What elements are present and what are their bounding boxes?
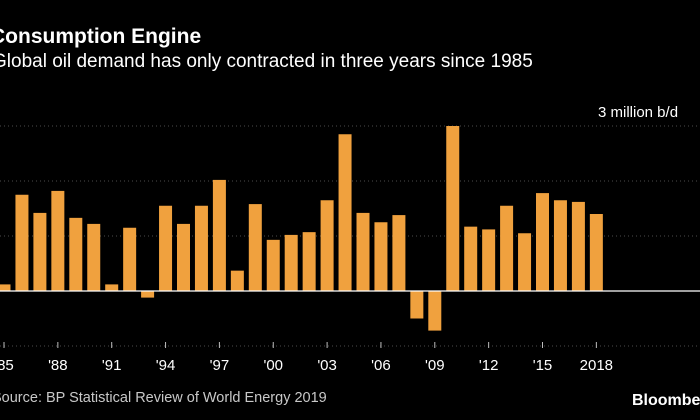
x-tick-label-1997: '97	[210, 357, 230, 374]
bars	[0, 126, 603, 331]
x-tick-label-2000: '00	[263, 357, 283, 374]
chart-subtitle: Global oil demand has only contracted in…	[0, 51, 533, 72]
x-tick-label-2018: 2018	[580, 357, 613, 374]
bar-1999	[248, 204, 262, 291]
bar-1991	[105, 284, 119, 291]
bar-1998	[230, 270, 244, 291]
bar-1993	[141, 291, 155, 298]
x-tick-label-2012: '12	[479, 357, 499, 374]
bar-2014	[518, 233, 532, 291]
bar-2006	[374, 222, 388, 291]
x-tick-label-1991: '91	[102, 357, 122, 374]
bar-2013	[500, 205, 514, 291]
bar-2018	[589, 214, 603, 291]
bar-1992	[123, 227, 137, 291]
bar-2000	[266, 239, 280, 291]
bar-2011	[464, 226, 478, 291]
bar-1989	[69, 217, 83, 291]
bar-2003	[320, 200, 334, 291]
bar-2007	[392, 215, 406, 291]
bar-1990	[87, 223, 101, 291]
bar-2008	[410, 291, 424, 319]
x-tick-label-2009: '09	[425, 357, 445, 374]
gridlines	[0, 125, 700, 347]
y-axis-unit-label: 3 million b/d	[598, 104, 678, 121]
bar-1986	[15, 194, 29, 291]
bar-1994	[159, 205, 173, 291]
bloomberg-logo: Bloomberg	[632, 392, 700, 409]
x-tick-label-2003: '03	[317, 357, 337, 374]
x-tick-label-1994: '94	[156, 357, 176, 374]
bar-1996	[194, 205, 208, 291]
bar-1987	[33, 212, 47, 291]
bar-2016	[553, 200, 567, 291]
x-tick-label-2015: '15	[533, 357, 553, 374]
bar-2002	[302, 232, 316, 291]
x-tick-label-1988: '88	[48, 357, 68, 374]
bar-2017	[571, 201, 585, 291]
x-tick-label-1985: '85	[0, 357, 14, 374]
bar-2009	[428, 291, 442, 331]
chart-title: Consumption Engine	[0, 25, 202, 48]
bar-2001	[284, 234, 298, 291]
axis: 3 million b/d '85 '88 '91 '94 '97 '00 '03 '06 '09…	[0, 104, 700, 374]
bar-1997	[212, 179, 226, 291]
source-note: Source: BP Statistical Review of World E…	[0, 390, 327, 406]
bar-1985	[0, 284, 11, 291]
bar-2015	[536, 193, 549, 291]
bar-2005	[356, 212, 370, 291]
bar-1988	[51, 190, 65, 291]
bar-1995	[177, 223, 190, 291]
bar-2012	[482, 229, 496, 291]
x-tick-label-2006: '06	[371, 357, 391, 374]
bar-2004	[338, 134, 352, 291]
bar-2010	[446, 126, 460, 291]
